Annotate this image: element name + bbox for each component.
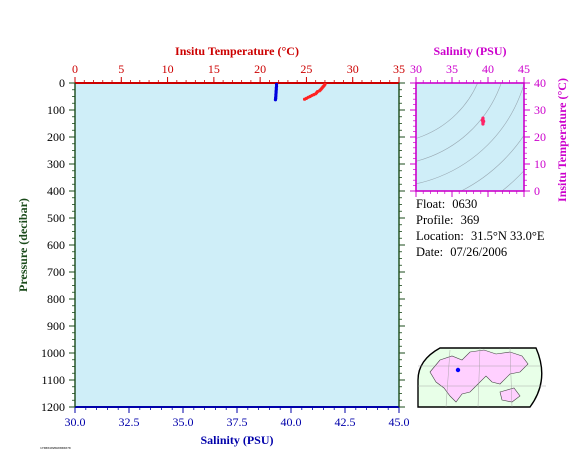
date-label: Date: xyxy=(416,245,444,259)
inset-top-axis-title: Salinity (PSU) xyxy=(433,44,506,58)
date-value: 07/26/2006 xyxy=(450,245,508,259)
main-axes: 0 5 10 15 20 25 30 35 30.0 32.5 35.0 37.5 40.0 42.5 45… xyxy=(41,62,410,429)
map-land-south xyxy=(499,387,521,403)
top-tick-label: 10 xyxy=(162,62,174,76)
ts-point xyxy=(482,119,486,123)
left-tick-label: 300 xyxy=(47,157,65,171)
inset-right-tick-label: 40 xyxy=(534,76,546,90)
left-axis-title: Pressure (decibar) xyxy=(16,198,30,292)
top-tick-label: 30 xyxy=(347,62,359,76)
left-tick-label: 0 xyxy=(59,76,65,90)
float-info: Float: 0630 xyxy=(416,196,477,212)
inset-data-points xyxy=(480,116,486,126)
inset-top-tick-label: 35 xyxy=(446,62,458,76)
inset-right-axis-title: Insitu Temperature (°C) xyxy=(555,78,569,202)
top-tick-label: 0 xyxy=(72,62,78,76)
left-tick-label: 800 xyxy=(47,292,65,306)
bottom-axis-title: Salinity (PSU) xyxy=(200,433,273,447)
location-value: 31.5°N 33.0°E xyxy=(471,229,545,243)
float-label: Float: xyxy=(416,197,446,211)
inset-top-tick-label: 30 xyxy=(410,62,422,76)
left-tick-label: 1100 xyxy=(41,373,65,387)
footer-stamp: 1708049VRU0006070 xyxy=(40,446,71,450)
location-label: Location: xyxy=(416,229,464,243)
profile-label: Profile: xyxy=(416,213,454,227)
left-tick-label: 400 xyxy=(47,184,65,198)
float-location-marker xyxy=(455,367,461,373)
inset-right-tick-label: 20 xyxy=(534,130,546,144)
main-data-points xyxy=(273,82,327,102)
top-tick-label: 35 xyxy=(393,62,405,76)
top-axis-title: Insitu Temperature (°C) xyxy=(175,44,299,58)
profile-info: Profile: 369 xyxy=(416,212,479,228)
location-info: Location: 31.5°N 33.0°E xyxy=(416,228,545,244)
left-tick-label: 500 xyxy=(47,211,65,225)
bottom-tick-label: 35.0 xyxy=(173,415,194,429)
bottom-tick-label: 32.5 xyxy=(119,415,140,429)
left-tick-label: 1200 xyxy=(41,400,65,414)
inset-right-tick-label: 0 xyxy=(534,184,540,198)
left-tick-label: 700 xyxy=(47,265,65,279)
ts-inset-plot: 30 35 40 45 0 10 20 30 40 Salinity (PSU) Insitu … xyxy=(410,44,569,202)
top-tick-label: 20 xyxy=(254,62,266,76)
bottom-tick-label: 42.5 xyxy=(335,415,356,429)
inset-plot-area xyxy=(416,83,524,191)
top-tick-label: 25 xyxy=(300,62,312,76)
bottom-tick-label: 40.0 xyxy=(281,415,302,429)
location-map xyxy=(417,347,546,408)
ts-point xyxy=(481,122,485,126)
inset-axes: 30 35 40 45 0 10 20 30 40 xyxy=(410,62,546,198)
profile-value: 369 xyxy=(460,213,480,227)
salinity-point xyxy=(273,98,278,102)
date-info: Date: 07/26/2006 xyxy=(416,244,507,260)
float-value: 0630 xyxy=(452,197,478,211)
top-tick-label: 15 xyxy=(208,62,220,76)
temperature-point xyxy=(302,97,307,101)
inset-top-tick-label: 40 xyxy=(482,62,494,76)
left-tick-label: 900 xyxy=(47,319,65,333)
left-tick-label: 1000 xyxy=(41,346,65,360)
profile-plot: 0 5 10 15 20 25 30 35 30.0 32.5 35.0 37.5 40.0 42.5 45… xyxy=(16,44,410,447)
bottom-tick-label: 45.0 xyxy=(389,415,410,429)
bottom-tick-label: 37.5 xyxy=(227,415,248,429)
left-tick-label: 200 xyxy=(47,130,65,144)
bottom-tick-label: 30.0 xyxy=(65,415,86,429)
top-tick-label: 5 xyxy=(118,62,124,76)
left-tick-label: 600 xyxy=(47,238,65,252)
inset-top-tick-label: 45 xyxy=(518,62,530,76)
inset-right-tick-label: 30 xyxy=(534,103,546,117)
inset-right-tick-label: 10 xyxy=(534,157,546,171)
left-tick-label: 100 xyxy=(47,103,65,117)
plot-area xyxy=(75,83,399,407)
